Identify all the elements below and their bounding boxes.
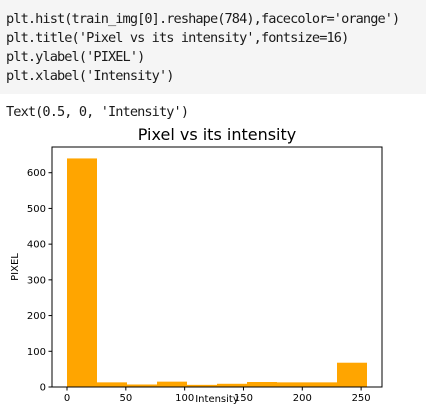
code-line: plt.hist(train_img[0].reshape(784),facec… <box>6 11 399 28</box>
x-tick-label: 100 <box>175 393 194 404</box>
histogram-bar <box>247 382 277 387</box>
x-tick-label: 0 <box>64 393 70 404</box>
bars-layer <box>67 158 367 387</box>
y-tick-label: 100 <box>27 347 46 358</box>
histogram-bar <box>307 382 337 387</box>
output-text: Text(0.5, 0, 'Intensity') <box>6 104 188 121</box>
code-line: plt.ylabel('PIXEL') <box>6 49 144 66</box>
histogram-bar <box>337 363 367 387</box>
x-tick-label: 200 <box>293 393 312 404</box>
y-tick-label: 400 <box>27 240 46 251</box>
y-axis-label: PIXEL <box>10 253 21 281</box>
plot-output: Pixel vs its intensity 0 50 100 150 200 250 0 1… <box>0 122 426 411</box>
x-axis-label: Intensity <box>195 394 239 405</box>
y-tick-label: 200 <box>27 311 46 322</box>
histogram-bar <box>277 382 307 387</box>
plot-frame <box>52 147 382 387</box>
x-tick-label: 50 <box>119 393 132 404</box>
y-tick-label: 500 <box>27 204 46 215</box>
histogram-bar <box>97 382 127 387</box>
chart-title: Pixel vs its intensity <box>138 125 297 144</box>
code-line: plt.title('Pixel vs its intensity',fonts… <box>6 30 348 47</box>
y-tick-label: 300 <box>27 275 46 286</box>
y-tick-label: 600 <box>27 168 46 179</box>
y-tick-label: 0 <box>40 383 46 394</box>
histogram-bar <box>67 158 97 387</box>
histogram-bar <box>157 382 187 387</box>
code-line: plt.xlabel('Intensity') <box>6 68 174 85</box>
histogram-chart: Pixel vs its intensity 0 50 100 150 200 25001… <box>0 122 426 411</box>
code-cell[interactable]: plt.hist(train_img[0].reshape(784),facec… <box>0 0 426 94</box>
x-tick-label: 250 <box>352 393 371 404</box>
